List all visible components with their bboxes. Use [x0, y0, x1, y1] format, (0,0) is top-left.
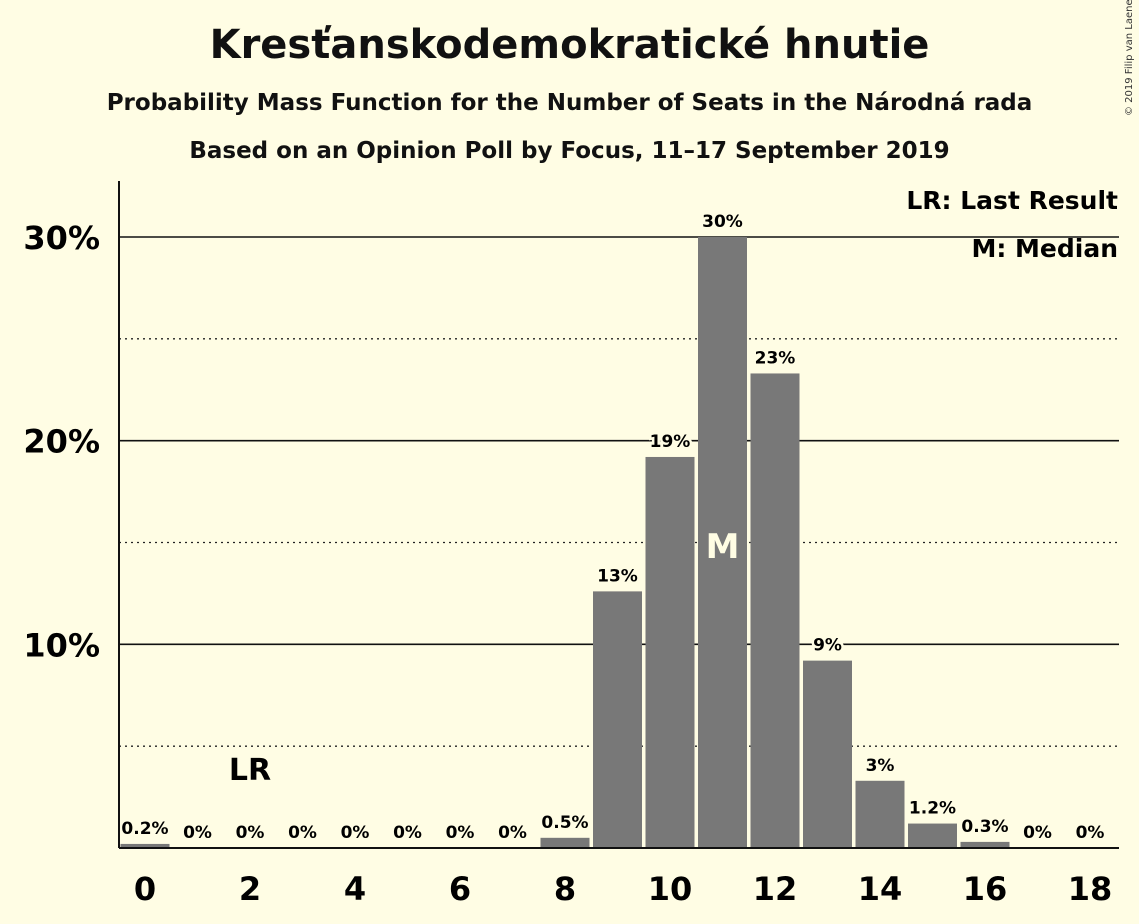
data-label: 30%	[702, 212, 743, 232]
data-label: 1.2%	[909, 799, 956, 819]
data-label: 0%	[183, 823, 212, 843]
x-tick-label: 10	[648, 870, 693, 908]
data-label: 23%	[755, 348, 796, 368]
data-label: 9%	[813, 636, 842, 656]
x-tick-label: 6	[449, 870, 471, 908]
bar-seat-15	[908, 823, 957, 848]
data-label: 0%	[236, 823, 265, 843]
data-label: 0%	[1076, 823, 1105, 843]
data-label: 0%	[1023, 823, 1052, 843]
median-marker: M	[706, 527, 740, 567]
legend-median: M: Median	[971, 234, 1118, 263]
bar-seat-11	[698, 237, 747, 848]
bar-seat-16	[960, 841, 1010, 848]
data-label: 19%	[650, 432, 691, 452]
bar-seat-12	[750, 373, 800, 848]
legend-last-result: LR: Last Result	[906, 186, 1118, 215]
x-tick-label: 18	[1068, 870, 1113, 908]
chart-subtitle-poll: Based on an Opinion Poll by Focus, 11–17…	[189, 138, 950, 164]
y-tick-label: 30%	[23, 219, 100, 257]
bar-seat-0	[120, 843, 170, 848]
chart-subtitle: Probability Mass Function for the Number…	[106, 90, 1033, 116]
x-tick-label: 14	[858, 870, 903, 908]
data-label: 0.3%	[961, 817, 1008, 837]
data-label: 0%	[341, 823, 370, 843]
bar-seat-8	[540, 837, 590, 848]
bar-seat-13	[803, 660, 852, 848]
data-label: 0%	[446, 823, 475, 843]
last-result-marker: LR	[229, 753, 271, 788]
x-tick-label: 16	[963, 870, 1008, 908]
data-label: 0%	[288, 823, 317, 843]
x-tick-label: 0	[134, 870, 156, 908]
bar-seat-14	[855, 780, 905, 848]
data-label: 3%	[866, 756, 895, 776]
data-label: 0%	[393, 823, 422, 843]
x-tick-label: 4	[344, 870, 366, 908]
x-tick-label: 12	[753, 870, 798, 908]
y-tick-label: 20%	[23, 423, 100, 461]
data-label: 0.5%	[541, 813, 588, 833]
bar-seat-10	[645, 456, 695, 848]
x-tick-label: 2	[239, 870, 261, 908]
data-label: 0.2%	[121, 819, 168, 839]
data-label: 13%	[597, 566, 638, 586]
bar-seat-9	[593, 591, 642, 848]
chart-title: Kresťanskodemokratické hnutie	[209, 22, 930, 68]
x-tick-label: 8	[554, 870, 576, 908]
y-tick-label: 10%	[23, 626, 100, 664]
data-label: 0%	[498, 823, 527, 843]
